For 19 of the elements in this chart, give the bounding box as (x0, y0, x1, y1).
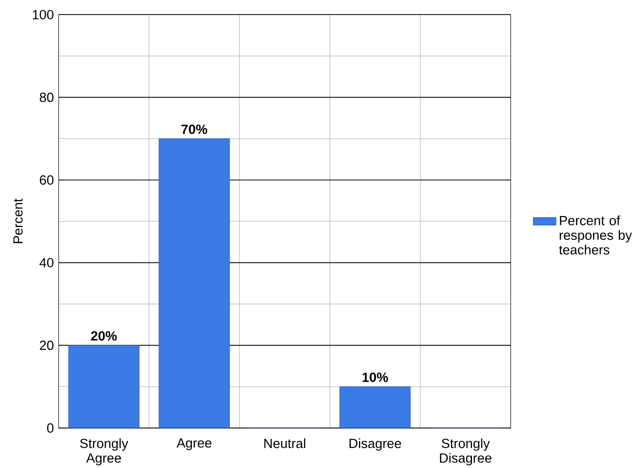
x-tick-label: Strongly Agree (80, 438, 128, 466)
bar (68, 345, 140, 428)
y-tick-label: 60 (40, 175, 54, 185)
data-label: 20% (91, 331, 117, 341)
bar (340, 386, 410, 428)
x-tick-label: Disagree (350, 438, 402, 451)
x-tick-label: Strongly Disagree (440, 438, 492, 466)
data-label: 10% (362, 372, 388, 382)
y-axis-title: Percent (13, 198, 23, 244)
y-tick-label: 20 (40, 340, 54, 350)
y-tick-label: 40 (40, 258, 54, 268)
legend-label: Percent of respones by teachers (559, 216, 632, 254)
bar (159, 138, 230, 428)
y-tick-label: 80 (40, 92, 54, 102)
x-tick-label: Neutral (264, 438, 306, 448)
data-label: 70% (182, 124, 208, 134)
x-tick-label: Agree (176, 438, 212, 450)
y-tick-label: 0 (47, 423, 54, 433)
y-tick-label: 100 (32, 10, 54, 20)
